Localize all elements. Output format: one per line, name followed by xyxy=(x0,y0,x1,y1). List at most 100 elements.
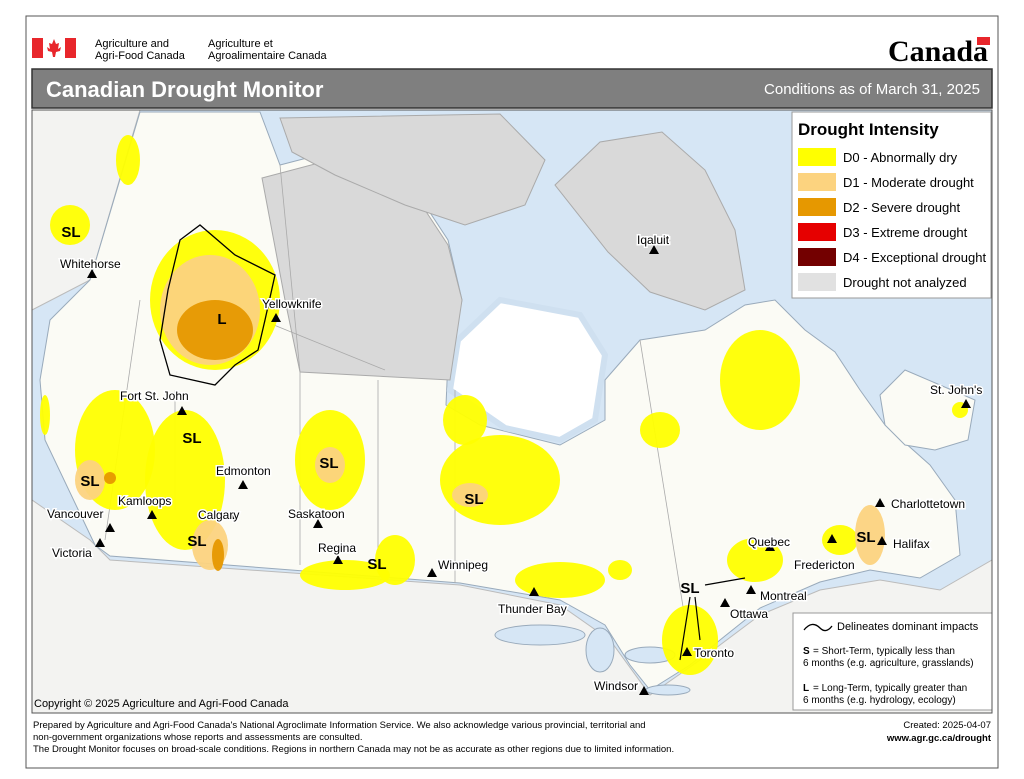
city-label: Thunder Bay xyxy=(498,602,567,616)
notes-long: 6 months (e.g. hydrology, ecology) xyxy=(803,695,956,706)
copyright: Copyright © 2025 Agriculture and Agri-Fo… xyxy=(34,698,289,710)
drought-area xyxy=(608,560,632,580)
flag-left xyxy=(32,38,43,58)
city-marker xyxy=(875,498,885,507)
city-label: Kamloops xyxy=(118,494,171,508)
department-en: Agriculture and xyxy=(95,38,169,50)
city-label: Fredericton xyxy=(794,558,855,572)
drought-area xyxy=(452,483,488,507)
notes-short: = Short-Term, typically less than xyxy=(813,646,955,657)
city-label: Toronto xyxy=(694,646,734,660)
arctic-archipelago xyxy=(279,113,546,226)
city-label: Iqaluit xyxy=(637,233,670,247)
date: Conditions as of March 31, 2025 xyxy=(764,81,980,98)
drought-area xyxy=(212,539,224,571)
legend-swatch xyxy=(798,248,836,266)
city-marker xyxy=(105,523,115,532)
city-label: Winnipeg xyxy=(438,558,488,572)
city-label: Calgary xyxy=(198,508,239,522)
city-label: Edmonton xyxy=(216,464,271,478)
city-label: Saskatoon xyxy=(288,507,345,521)
drought-area xyxy=(104,472,116,484)
legend-swatch xyxy=(798,223,836,241)
city-marker xyxy=(649,245,659,254)
newfoundland xyxy=(879,369,976,451)
city-label: Vancouver xyxy=(47,507,103,521)
city-marker xyxy=(827,534,837,543)
drought-area xyxy=(640,412,680,448)
city-marker xyxy=(227,511,237,520)
wordmark-flag xyxy=(977,37,990,45)
hudson-bay xyxy=(446,296,609,444)
city-marker xyxy=(177,406,187,415)
drought-area xyxy=(822,525,858,555)
drought-area xyxy=(375,535,415,585)
city-marker xyxy=(147,510,157,519)
city-label: Ottawa xyxy=(730,607,768,621)
department-en: Agri-Food Canada xyxy=(95,50,186,62)
impact-label: SL xyxy=(319,455,338,472)
city-marker xyxy=(238,480,248,489)
city-marker xyxy=(682,647,692,656)
legend-label: D3 - Extreme drought xyxy=(843,225,968,240)
legend-swatch xyxy=(798,173,836,191)
great-lake xyxy=(585,627,615,673)
drought-area xyxy=(855,505,885,565)
city-marker xyxy=(529,587,539,596)
city-label: Quebec xyxy=(748,535,790,549)
impact-label: SL xyxy=(464,491,483,508)
notes-short: 6 months (e.g. agriculture, grasslands) xyxy=(803,658,974,669)
city-label: Victoria xyxy=(52,546,92,560)
department-fr: Agriculture et xyxy=(208,38,273,50)
great-lake xyxy=(494,624,586,646)
footer-text: The Drought Monitor focuses on broad-sca… xyxy=(33,744,674,755)
impact-label: SL xyxy=(187,533,206,550)
notes-boundary: Delineates dominant impacts xyxy=(837,621,979,633)
legend-label: D4 - Exceptional drought xyxy=(843,250,986,265)
impact-label: L xyxy=(217,311,226,328)
city-marker xyxy=(427,568,437,577)
drought-area xyxy=(720,330,800,430)
legend-label: D1 - Moderate drought xyxy=(843,175,974,190)
impact-label: SL xyxy=(856,529,875,546)
legend-swatch xyxy=(798,148,836,166)
notes-boundary-symbol xyxy=(803,623,833,632)
impact-leader xyxy=(679,577,746,661)
title: Canadian Drought Monitor xyxy=(46,77,324,102)
impact-boundary xyxy=(159,224,276,386)
drought-area xyxy=(440,435,560,525)
impact-label: SL xyxy=(182,430,201,447)
department-fr: Agroalimentaire Canada xyxy=(208,50,328,62)
drought-area xyxy=(75,460,105,500)
legend-title: Drought Intensity xyxy=(798,120,939,139)
flag-right xyxy=(65,38,76,58)
city-marker xyxy=(87,269,97,278)
city-label: Yellowknife xyxy=(262,297,322,311)
city-marker xyxy=(877,536,887,545)
drought-area xyxy=(300,560,390,590)
impact-label: SL xyxy=(61,224,80,241)
notes-box xyxy=(792,612,993,711)
city-label: Whitehorse xyxy=(60,257,121,271)
notes-long: = Long-Term, typically greater than xyxy=(813,683,967,694)
map-frame xyxy=(31,109,993,714)
city-marker xyxy=(333,555,343,564)
impact-label: SL xyxy=(680,580,699,597)
footer-text: Prepared by Agriculture and Agri-Food Ca… xyxy=(33,720,646,731)
city-marker xyxy=(765,542,775,551)
city-label: Halifax xyxy=(893,537,930,551)
province-border xyxy=(279,164,301,373)
flag-leaf xyxy=(47,39,61,57)
city-marker xyxy=(720,598,730,607)
city-marker xyxy=(746,585,756,594)
city-marker xyxy=(95,538,105,547)
created: Created: 2025-04-07 xyxy=(903,720,991,731)
legend-swatch xyxy=(798,273,836,291)
impact-label: SL xyxy=(367,556,386,573)
title-bar xyxy=(31,68,993,109)
notes-short-letter: S xyxy=(803,646,810,657)
city-marker xyxy=(961,399,971,408)
drought-area xyxy=(145,410,225,550)
drought-area xyxy=(40,395,50,435)
